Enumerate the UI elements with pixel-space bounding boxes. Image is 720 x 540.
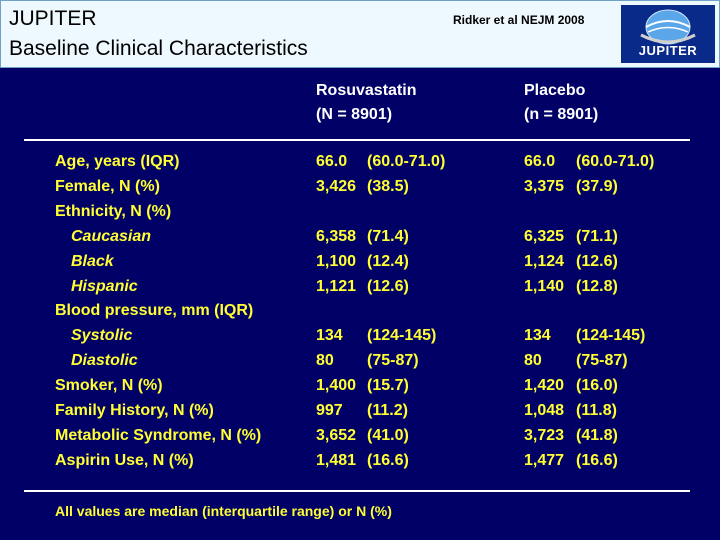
row-label: Diastolic — [71, 352, 138, 369]
table-row: Female, N (%) 3,426 (38.5) 3,375 (37.9) — [0, 178, 720, 203]
column-header-rosuvastatin: Rosuvastatin (N = 8901) — [316, 79, 416, 127]
citation: Ridker et al NEJM 2008 — [453, 13, 585, 27]
rosuvastatin-value: 997 — [316, 402, 343, 419]
rosuvastatin-value: 1,100 — [316, 253, 357, 270]
logo-text: JUPITER — [638, 43, 698, 58]
rosuvastatin-range: (12.6) — [367, 278, 409, 295]
row-label: Blood pressure, mm (IQR) — [55, 302, 254, 319]
placebo-value: 1,140 — [524, 278, 565, 295]
table-row: Hispanic 1,121 (12.6) 1,140 (12.8) — [0, 278, 720, 303]
placebo-value: 80 — [524, 352, 542, 369]
table-row: Age, years (IQR) 66.0 (60.0-71.0) 66.0 (… — [0, 153, 720, 178]
table-row: Metabolic Syndrome, N (%) 3,652 (41.0) 3… — [0, 427, 720, 452]
footnote: All values are median (interquartile ran… — [55, 503, 392, 519]
rosuvastatin-range: (75-87) — [367, 352, 419, 369]
placebo-name: Placebo — [524, 82, 586, 99]
slide-subtitle: Baseline Clinical Characteristics — [9, 37, 308, 60]
row-label: Female, N (%) — [55, 178, 160, 195]
placebo-range: (124-145) — [576, 327, 646, 344]
placebo-value: 1,477 — [524, 452, 565, 469]
placebo-value: 6,325 — [524, 228, 565, 245]
rosuvastatin-value: 3,652 — [316, 427, 357, 444]
placebo-value: 134 — [524, 327, 551, 344]
rosuvastatin-value: 80 — [316, 352, 334, 369]
rosuvastatin-value: 3,426 — [316, 178, 357, 195]
table-row: Family History, N (%) 997 (11.2) 1,048 (… — [0, 402, 720, 427]
jupiter-logo: JUPITER — [621, 5, 715, 63]
rosuvastatin-range: (60.0-71.0) — [367, 153, 446, 170]
row-label: Smoker, N (%) — [55, 377, 163, 394]
slide-title: JUPITER — [9, 7, 97, 30]
globe-icon — [640, 9, 696, 45]
row-label: Caucasian — [71, 228, 152, 245]
table-row: Black 1,100 (12.4) 1,124 (12.6) — [0, 253, 720, 278]
placebo-value: 1,048 — [524, 402, 565, 419]
rosuvastatin-range: (124-145) — [367, 327, 437, 344]
rosuvastatin-value: 1,400 — [316, 377, 357, 394]
row-label: Black — [71, 253, 114, 270]
column-header-placebo: Placebo (n = 8901) — [524, 79, 598, 127]
rosuvastatin-range: (11.2) — [367, 402, 408, 419]
row-label: Family History, N (%) — [55, 402, 214, 419]
table-row: Diastolic 80 (75-87) 80 (75-87) — [0, 352, 720, 377]
rosuvastatin-value: 6,358 — [316, 228, 357, 245]
placebo-range: (37.9) — [576, 178, 618, 195]
placebo-range: (12.6) — [576, 253, 618, 270]
placebo-n: (n = 8901) — [524, 106, 599, 123]
rosuvastatin-range: (15.7) — [367, 377, 409, 394]
table-row: Blood pressure, mm (IQR) — [0, 302, 720, 327]
row-label: Hispanic — [71, 278, 138, 295]
row-label: Systolic — [71, 327, 133, 344]
row-label: Age, years (IQR) — [55, 153, 180, 170]
rosuvastatin-value: 1,481 — [316, 452, 357, 469]
placebo-value: 66.0 — [524, 153, 556, 170]
rosuvastatin-range: (41.0) — [367, 427, 409, 444]
row-label: Metabolic Syndrome, N (%) — [55, 427, 262, 444]
rosuvastatin-range: (38.5) — [367, 178, 409, 195]
table-row: Aspirin Use, N (%) 1,481 (16.6) 1,477 (1… — [0, 452, 720, 477]
rosuvastatin-value: 66.0 — [316, 153, 348, 170]
row-label: Ethnicity, N (%) — [55, 203, 172, 220]
table-row: Caucasian 6,358 (71.4) 6,325 (71.1) — [0, 228, 720, 253]
placebo-value: 1,420 — [524, 377, 565, 394]
placebo-value: 3,375 — [524, 178, 565, 195]
rosuvastatin-name: Rosuvastatin — [316, 82, 417, 99]
placebo-range: (11.8) — [576, 402, 617, 419]
rosuvastatin-range: (16.6) — [367, 452, 409, 469]
placebo-range: (41.8) — [576, 427, 618, 444]
placebo-range: (12.8) — [576, 278, 618, 295]
rosuvastatin-value: 134 — [316, 327, 343, 344]
title-banner: JUPITER Baseline Clinical Characteristic… — [0, 0, 720, 68]
header-divider — [24, 139, 690, 141]
footer-divider — [24, 490, 690, 492]
placebo-range: (60.0-71.0) — [576, 153, 655, 170]
placebo-range: (71.1) — [576, 228, 618, 245]
placebo-value: 3,723 — [524, 427, 565, 444]
table-row: Ethnicity, N (%) — [0, 203, 720, 228]
placebo-range: (16.0) — [576, 377, 618, 394]
table-row: Smoker, N (%) 1,400 (15.7) 1,420 (16.0) — [0, 377, 720, 402]
table-row: Systolic 134 (124-145) 134 (124-145) — [0, 327, 720, 352]
row-label: Aspirin Use, N (%) — [55, 452, 194, 469]
placebo-range: (16.6) — [576, 452, 618, 469]
rosuvastatin-n: (N = 8901) — [316, 106, 393, 123]
placebo-range: (75-87) — [576, 352, 628, 369]
rosuvastatin-range: (12.4) — [367, 253, 409, 270]
rosuvastatin-value: 1,121 — [316, 278, 357, 295]
rosuvastatin-range: (71.4) — [367, 228, 409, 245]
placebo-value: 1,124 — [524, 253, 565, 270]
